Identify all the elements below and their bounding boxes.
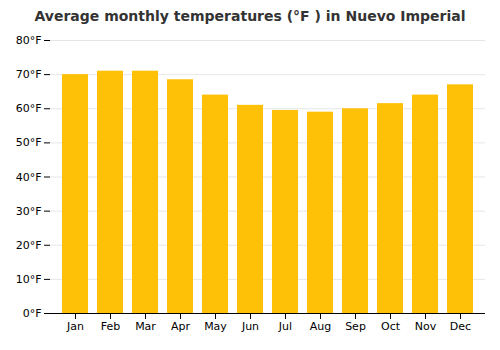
html-text:Average monthly temperatures (: Average monthly temperatures (°F ) in Nu… [34, 8, 466, 24]
svg-text:80°F: 80°F [16, 34, 42, 47]
svg-text:60°F: 60°F [16, 102, 42, 115]
svg-text:Sep: Sep [345, 320, 366, 333]
svg-text:30°F: 30°F [16, 205, 42, 218]
svg-text:50°F: 50°F [16, 136, 42, 149]
svg-text:0°F: 0°F [23, 307, 42, 320]
svg-text:40°F: 40°F [16, 171, 42, 184]
svg-text:20°F: 20°F [16, 239, 42, 252]
svg-text:Jun: Jun [241, 320, 259, 333]
svg-text:Mar: Mar [135, 320, 156, 333]
svg-text:Jan: Jan [66, 320, 84, 333]
svg-text:Oct: Oct [381, 320, 401, 333]
svg-text:May: May [204, 320, 227, 333]
svg-text:Nov: Nov [415, 320, 437, 333]
svg-text:Dec: Dec [450, 320, 471, 333]
svg-text:Aug: Aug [310, 320, 331, 333]
svg-text:Apr: Apr [171, 320, 191, 333]
svg-text:Feb: Feb [101, 320, 120, 333]
svg-text:Jul: Jul [278, 320, 292, 333]
svg-text:10°F: 10°F [16, 273, 42, 286]
svg-text:70°F: 70°F [16, 68, 42, 81]
